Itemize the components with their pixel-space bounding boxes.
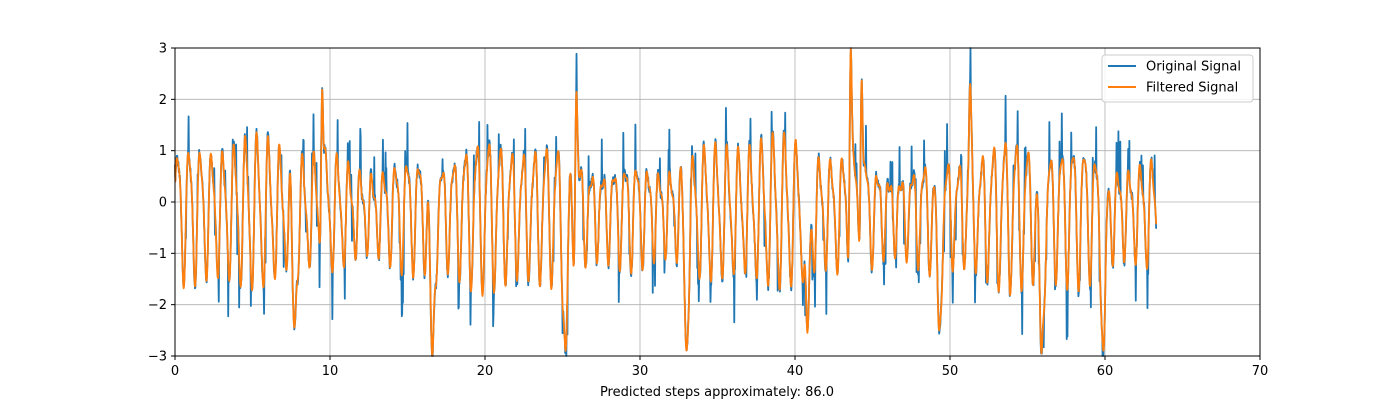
- x-tick-label-3: 30: [632, 364, 649, 379]
- x-tick-label-5: 50: [942, 364, 959, 379]
- series-layer: [174, 47, 1158, 357]
- x-tick-label-4: 40: [787, 364, 804, 379]
- y-tick-label-4: 1: [159, 144, 167, 159]
- x-tick-label-7: 70: [1252, 364, 1269, 379]
- y-tick-label-3: 0: [159, 196, 167, 211]
- legend-label-0: Original Signal: [1146, 60, 1241, 75]
- x-axis-label: Predicted steps approximately: 86.0: [600, 385, 834, 400]
- legend-label-1: Filtered Signal: [1146, 81, 1238, 96]
- legend: Original Signal Filtered Signal: [1101, 54, 1254, 103]
- y-tick-label-5: 2: [159, 93, 167, 108]
- x-tick-label-1: 10: [322, 364, 339, 379]
- y-tick-label-1: −2: [148, 298, 167, 313]
- legend-box: [1101, 54, 1254, 103]
- y-tick-label-0: −3: [148, 350, 167, 365]
- x-tick-label-6: 60: [1097, 364, 1114, 379]
- x-tick-label-0: 0: [171, 364, 179, 379]
- ticks: 0 10 20 30 40 50 60 70 −3 −2 −1 0 1 2 3: [148, 42, 1268, 380]
- x-tick-label-2: 20: [477, 364, 494, 379]
- series-line-filtered-signal: [174, 47, 1158, 357]
- y-tick-label-2: −1: [148, 247, 167, 262]
- y-tick-label-6: 3: [159, 42, 167, 57]
